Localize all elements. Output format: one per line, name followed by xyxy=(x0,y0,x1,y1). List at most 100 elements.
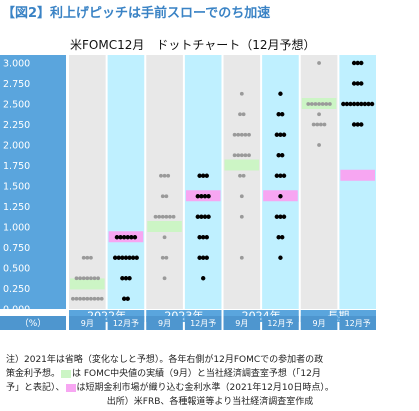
column-label-bg xyxy=(69,316,106,330)
dot xyxy=(322,122,327,127)
dot xyxy=(125,296,130,301)
dot xyxy=(324,102,329,106)
dot xyxy=(247,153,251,158)
dot xyxy=(204,255,209,260)
dot xyxy=(238,173,242,178)
dot xyxy=(129,235,134,240)
dot xyxy=(317,112,321,117)
dot xyxy=(359,60,364,66)
dot xyxy=(232,132,237,137)
dot xyxy=(351,81,357,86)
column-label-bg xyxy=(107,316,145,330)
note-line-1: 注）2021年は省略（変化なしと予想）。各年右側が12月FOMCでの参加者の政 xyxy=(6,355,324,365)
dot xyxy=(127,276,132,281)
dot xyxy=(274,173,280,178)
note-line-3b: は短期金利市場が織り込む金利水準（2021年12月10日時点）。 xyxy=(76,383,334,393)
dot xyxy=(348,101,353,107)
actual-median-highlight xyxy=(147,221,182,232)
dot xyxy=(199,214,204,219)
dot xyxy=(274,214,280,219)
dot xyxy=(96,296,101,301)
dot xyxy=(127,255,132,260)
dot xyxy=(130,255,136,260)
actual-median-highlight xyxy=(70,278,105,290)
dot xyxy=(247,132,251,137)
dot xyxy=(351,122,357,127)
dot xyxy=(241,112,246,117)
dot xyxy=(74,276,79,281)
dot xyxy=(241,173,246,178)
dot xyxy=(200,235,206,240)
dot xyxy=(359,81,364,86)
dot xyxy=(118,235,123,240)
dot xyxy=(355,60,360,66)
dot xyxy=(132,235,138,240)
dot xyxy=(200,276,206,281)
dot xyxy=(197,173,202,178)
dot xyxy=(202,214,208,219)
dot xyxy=(309,102,314,106)
column-label: 9月 xyxy=(158,319,171,328)
y-tick-label: 0.500 xyxy=(3,264,30,275)
dot xyxy=(153,214,158,219)
dot xyxy=(92,296,97,301)
y-tick-label: 1.000 xyxy=(3,223,30,234)
dot xyxy=(116,255,121,260)
dot xyxy=(239,91,244,96)
dot xyxy=(278,91,283,96)
y-axis-band xyxy=(0,55,66,309)
dot xyxy=(276,235,281,240)
column-label: 12月予 xyxy=(267,319,293,328)
column-label-bg xyxy=(223,316,261,330)
dot xyxy=(369,101,375,107)
y-axis-unit-label: （%） xyxy=(20,318,47,329)
column-label-bg xyxy=(184,316,222,330)
dot xyxy=(166,173,171,178)
column-label: 9月 xyxy=(235,319,248,328)
dot xyxy=(306,102,311,106)
dot xyxy=(157,214,162,219)
dot xyxy=(239,194,244,199)
dot xyxy=(92,276,97,281)
dot xyxy=(359,122,364,127)
column-label: 12月予 xyxy=(190,319,216,328)
dot xyxy=(243,132,248,137)
dot xyxy=(134,255,139,260)
dot xyxy=(123,276,129,281)
dot xyxy=(281,214,287,219)
dot xyxy=(164,255,169,260)
dot xyxy=(123,255,129,260)
dot xyxy=(236,153,241,158)
note-line-2a: 策金利予想。 xyxy=(6,369,61,379)
dot xyxy=(281,173,287,178)
dot xyxy=(239,214,244,219)
y-tick-label: 2.500 xyxy=(3,100,30,111)
y-tick-label: 1.250 xyxy=(3,202,30,213)
dot xyxy=(278,132,283,137)
y-tick-label: 1.500 xyxy=(3,182,30,193)
dot xyxy=(355,101,360,107)
dot xyxy=(71,296,75,301)
dot xyxy=(89,255,93,260)
dot xyxy=(238,112,242,117)
dot xyxy=(239,153,244,158)
dot xyxy=(85,296,90,301)
dot xyxy=(81,276,86,281)
dot xyxy=(162,276,167,281)
dot xyxy=(317,143,321,147)
column-label-bg xyxy=(146,316,183,330)
dot xyxy=(74,296,79,301)
dot xyxy=(197,255,202,260)
dot xyxy=(355,81,360,86)
dot xyxy=(278,194,283,199)
y-tick-label: 0.750 xyxy=(3,243,30,254)
dot xyxy=(81,296,86,301)
column-bg-forecast xyxy=(107,55,145,309)
column-label-bg xyxy=(339,316,376,330)
note-line-3a: 予」と表記）、 xyxy=(6,383,65,393)
dot xyxy=(317,102,321,106)
column-bg-past xyxy=(223,55,261,309)
dot xyxy=(204,173,209,178)
dot xyxy=(200,255,206,260)
dot xyxy=(327,102,332,106)
